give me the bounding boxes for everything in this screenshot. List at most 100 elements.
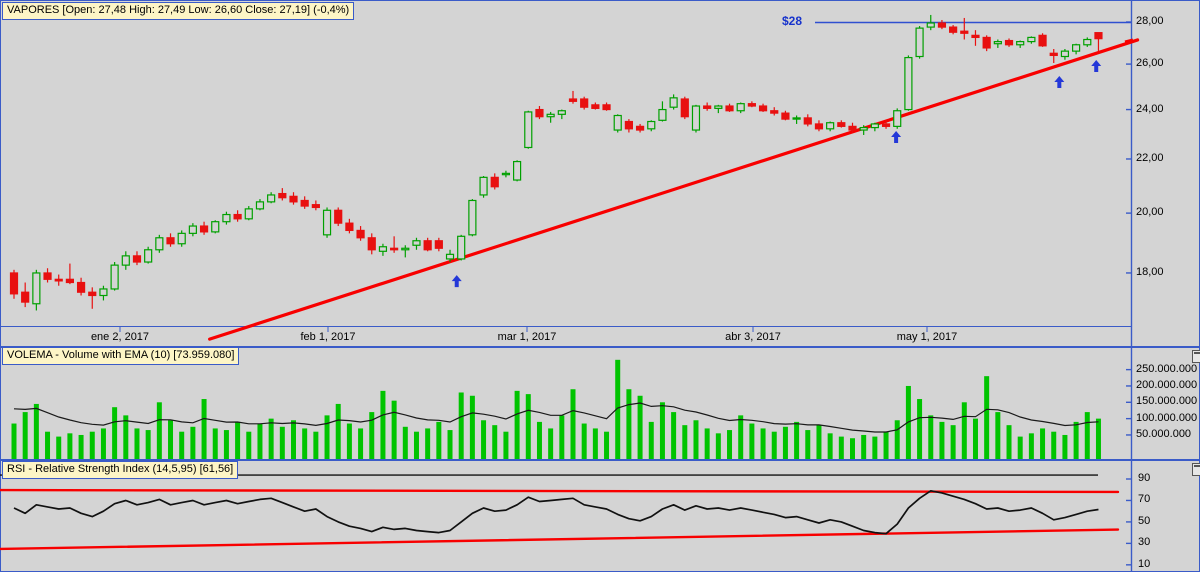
volume-bar bbox=[89, 431, 95, 459]
buy-signal-arrow-icon[interactable] bbox=[451, 275, 462, 288]
price-axis-label: 26,00 bbox=[1136, 57, 1164, 70]
volume-bar bbox=[782, 426, 788, 459]
volume-bar bbox=[1095, 418, 1101, 459]
candle bbox=[949, 25, 958, 35]
candle bbox=[32, 269, 41, 311]
volume-bar bbox=[536, 421, 542, 459]
candle bbox=[714, 104, 723, 114]
volume-bar bbox=[850, 438, 855, 459]
volume-bar bbox=[100, 428, 106, 459]
volume-bar bbox=[637, 395, 643, 459]
rsi-pane-collapse-button[interactable] bbox=[1192, 463, 1200, 476]
candle bbox=[624, 119, 634, 133]
volume-bar bbox=[313, 431, 319, 459]
candle bbox=[188, 223, 197, 237]
volume-bar bbox=[816, 425, 822, 459]
volume-bar bbox=[525, 394, 531, 459]
buy-signal-arrow-icon[interactable] bbox=[891, 131, 902, 144]
volume-axis-label: 200.000.000 bbox=[1136, 378, 1198, 391]
volume-bar bbox=[346, 423, 352, 459]
volume-bar bbox=[436, 421, 442, 459]
volume-bar bbox=[145, 430, 151, 459]
volume-bar bbox=[659, 402, 665, 459]
candle bbox=[524, 110, 533, 149]
volume-bar bbox=[223, 430, 229, 459]
candle bbox=[848, 122, 857, 133]
volume-bar bbox=[492, 425, 498, 459]
volume-bar bbox=[917, 399, 923, 459]
rsi-axis-label: 30 bbox=[1138, 536, 1151, 549]
candle bbox=[1071, 43, 1081, 55]
volume-pane-collapse-button[interactable] bbox=[1192, 350, 1200, 363]
candle bbox=[691, 104, 701, 133]
price-uptrend-line[interactable] bbox=[208, 38, 1140, 341]
volume-bar bbox=[1017, 436, 1023, 459]
candle bbox=[144, 246, 153, 264]
rsi-channel-upper-line[interactable] bbox=[0, 488, 1120, 494]
candle bbox=[926, 14, 935, 31]
candle bbox=[725, 103, 734, 112]
date-axis-label: feb 1, 2017 bbox=[300, 331, 356, 343]
candle bbox=[758, 103, 768, 112]
volume-bar bbox=[212, 428, 218, 459]
volume-bar bbox=[972, 418, 978, 459]
date-axis-label: may 1, 2017 bbox=[896, 331, 958, 343]
candle bbox=[233, 210, 242, 222]
volume-bar bbox=[514, 390, 520, 459]
volume-pane-header[interactable]: VOLEMA - Volume with EMA (10) [73.959.08… bbox=[2, 347, 240, 365]
candle bbox=[121, 251, 130, 270]
candle bbox=[792, 115, 801, 124]
volume-bar bbox=[626, 389, 632, 459]
volume-bar bbox=[805, 430, 811, 459]
volume-bar bbox=[190, 426, 196, 459]
candle bbox=[457, 234, 466, 261]
volume-bar bbox=[1028, 433, 1034, 459]
volume-bar bbox=[570, 389, 576, 459]
rsi-channel-lower-line[interactable] bbox=[0, 528, 1120, 551]
candle bbox=[747, 101, 756, 108]
candle bbox=[803, 114, 812, 127]
candle bbox=[445, 249, 455, 263]
volume-axis-label: 150.000.000 bbox=[1136, 395, 1198, 408]
candle bbox=[65, 263, 75, 285]
volume-bar bbox=[413, 431, 419, 459]
volume-bar bbox=[1073, 421, 1079, 459]
price-axis-label: 28,00 bbox=[1136, 15, 1164, 27]
candle bbox=[401, 245, 410, 258]
candle bbox=[367, 233, 376, 255]
volume-bar bbox=[78, 434, 84, 459]
candle bbox=[1094, 32, 1103, 52]
volume-bar bbox=[671, 412, 677, 459]
candle bbox=[345, 218, 354, 234]
price-pane-header[interactable]: VAPORES [Open: 27,48 High: 27,49 Low: 26… bbox=[2, 2, 355, 20]
buy-signal-arrow-icon[interactable] bbox=[1054, 76, 1065, 89]
candle bbox=[222, 211, 231, 225]
candle bbox=[110, 262, 119, 291]
price-target-annotation[interactable]: $28 bbox=[781, 14, 802, 28]
rsi-pane-header[interactable]: RSI - Relative Strength Index (14,5,95) … bbox=[2, 461, 239, 479]
date-axis-label: ene 2, 2017 bbox=[90, 331, 150, 343]
candle bbox=[88, 287, 97, 309]
candle bbox=[635, 123, 645, 133]
volume-bar bbox=[548, 428, 554, 459]
candle bbox=[557, 109, 566, 120]
volume-bar bbox=[425, 428, 431, 459]
candle bbox=[814, 120, 824, 132]
volume-bar bbox=[458, 392, 464, 459]
buy-signal-arrow-icon[interactable] bbox=[1091, 59, 1102, 72]
volume-bar bbox=[257, 423, 263, 459]
volume-bar bbox=[134, 428, 140, 459]
volume-bar bbox=[201, 399, 207, 459]
candle bbox=[826, 121, 835, 132]
volume-bar bbox=[749, 423, 755, 459]
volume-bar bbox=[648, 421, 654, 459]
volume-axis-label: 100.000.000 bbox=[1136, 411, 1198, 424]
candle bbox=[177, 230, 186, 247]
candle bbox=[837, 120, 846, 128]
candle bbox=[99, 285, 108, 301]
volume-bar bbox=[715, 433, 721, 459]
candle bbox=[501, 170, 511, 178]
candle bbox=[658, 101, 667, 122]
